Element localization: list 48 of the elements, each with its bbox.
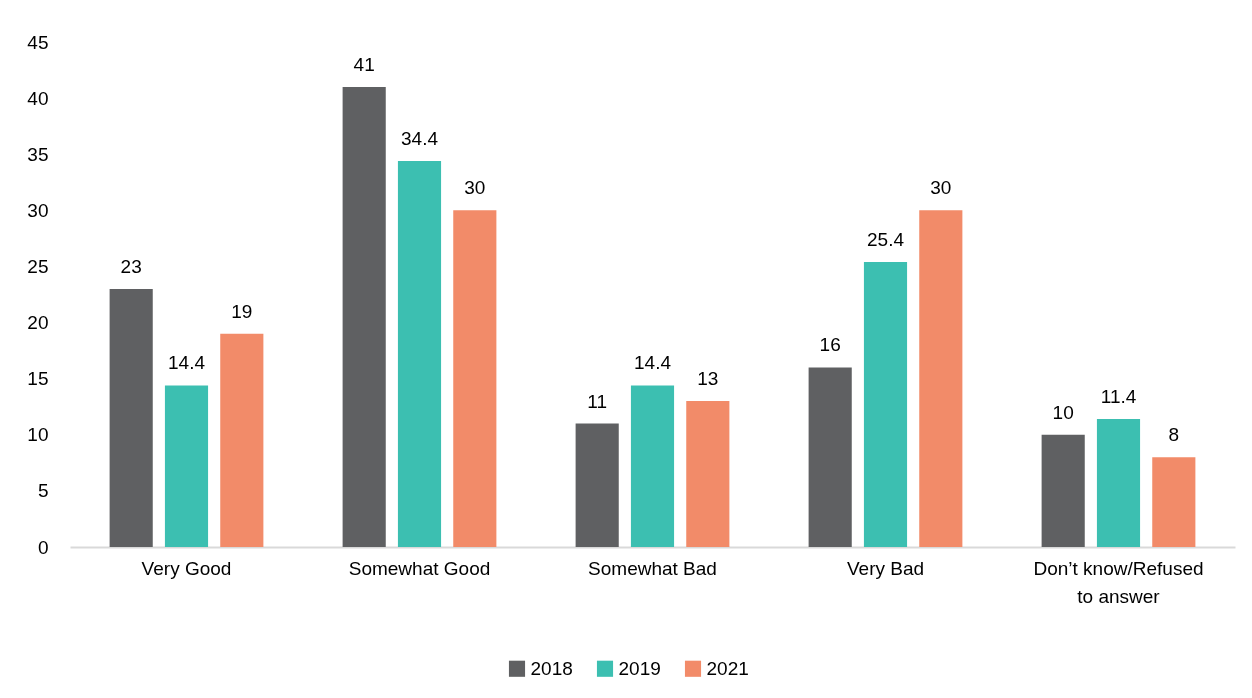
legend-label: 2018	[530, 657, 573, 679]
data-label: 19	[231, 300, 253, 322]
data-label: 11.4	[1100, 386, 1137, 408]
bar	[453, 210, 497, 547]
y-tick-label: 25	[27, 255, 49, 277]
data-label: 14.4	[634, 352, 672, 374]
bar	[220, 333, 264, 547]
bar	[575, 423, 619, 547]
y-tick-label: 20	[27, 312, 49, 334]
data-label: 8	[1168, 424, 1180, 446]
bar	[164, 385, 209, 547]
x-tick-label: Somewhat Good	[348, 557, 491, 579]
x-tick-label: Somewhat Bad	[588, 557, 717, 579]
bar	[1041, 434, 1085, 547]
y-tick-label: 35	[27, 143, 49, 165]
data-label: 41	[353, 53, 375, 75]
data-label: 13	[697, 368, 719, 390]
data-label: 30	[930, 177, 952, 199]
legend-label: 2019	[618, 657, 661, 679]
bar	[919, 210, 963, 547]
x-tick-label: Very Bad	[846, 557, 925, 579]
data-label: 34.4	[401, 127, 439, 149]
y-tick-label: 30	[27, 199, 49, 221]
bar	[109, 288, 153, 547]
x-tick-label: Very Good	[141, 557, 232, 579]
data-label: 23	[120, 255, 142, 277]
y-tick-label: 15	[27, 368, 49, 390]
data-label: 30	[464, 177, 486, 199]
y-tick-label: 0	[37, 536, 49, 558]
data-label: 10	[1052, 401, 1074, 423]
y-tick-label: 10	[27, 424, 49, 446]
data-label: 25.4	[867, 228, 905, 250]
data-label: 11	[587, 390, 608, 412]
y-tick-label: 5	[37, 480, 49, 502]
x-tick-label: Don’t know/Refused to answer	[1033, 557, 1204, 607]
bar	[1096, 419, 1141, 547]
data-label: 16	[819, 334, 841, 356]
bar	[342, 86, 386, 547]
y-tick-label: 45	[27, 31, 49, 53]
data-label: 14.4	[168, 352, 206, 374]
bar	[686, 401, 730, 547]
bar	[630, 385, 675, 547]
bar	[808, 367, 852, 547]
legend-label: 2021	[706, 657, 749, 679]
bar	[863, 261, 908, 547]
bar	[397, 160, 442, 547]
bar	[1152, 457, 1196, 547]
y-tick-label: 40	[27, 87, 49, 109]
